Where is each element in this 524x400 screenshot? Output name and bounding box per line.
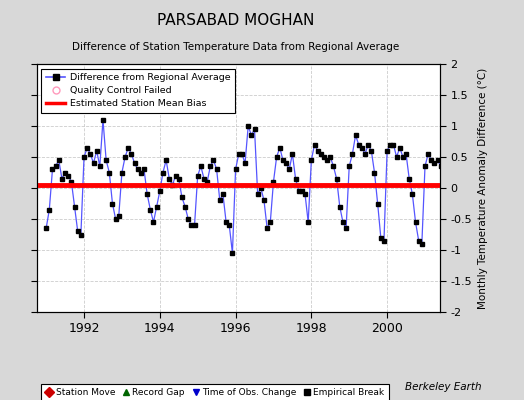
Text: Berkeley Earth: Berkeley Earth: [406, 382, 482, 392]
Legend: Station Move, Record Gap, Time of Obs. Change, Empirical Break: Station Move, Record Gap, Time of Obs. C…: [41, 384, 389, 400]
Text: Difference of Station Temperature Data from Regional Average: Difference of Station Temperature Data f…: [72, 42, 399, 52]
Y-axis label: Monthly Temperature Anomaly Difference (°C): Monthly Temperature Anomaly Difference (…: [478, 67, 488, 309]
Text: PARSABAD MOGHAN: PARSABAD MOGHAN: [157, 13, 314, 28]
